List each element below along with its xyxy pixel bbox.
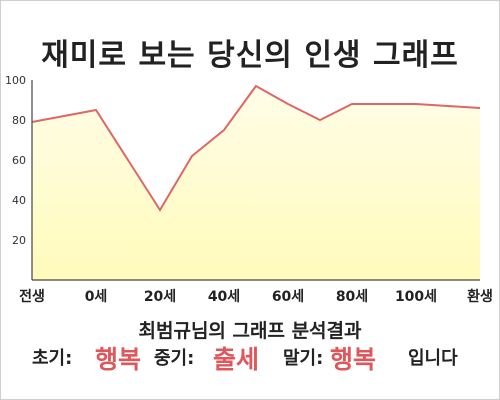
y-tick-label: 60	[12, 154, 26, 167]
x-tick-label: 40세	[208, 289, 240, 305]
y-tick-label: 20	[12, 234, 26, 247]
mid-label: 중기:	[154, 348, 195, 369]
early-label: 초기:	[32, 348, 73, 369]
late-value: 행복	[330, 345, 377, 374]
x-tick-label: 전생	[19, 288, 45, 305]
analysis-summary: 최범규님의 그래프 분석결과	[138, 320, 362, 342]
x-tick-label: 0세	[85, 289, 108, 305]
x-tick-label: 20세	[144, 289, 176, 305]
suffix-text: 입니다	[408, 348, 458, 369]
x-tick-label: 100세	[395, 289, 437, 305]
y-tick-label: 40	[12, 194, 26, 207]
early-value: 행복	[95, 345, 142, 374]
life-area	[32, 86, 480, 280]
life-line	[31, 84, 481, 212]
mid-value: 출세	[213, 345, 260, 374]
x-tick-label: 80세	[336, 289, 368, 305]
x-tick-label: 60세	[272, 289, 304, 305]
y-tick-label: 80	[12, 114, 26, 127]
x-tick-label: 환생	[467, 288, 493, 305]
chart-title: 재미로 보는 당신의 인생 그래프	[41, 38, 459, 73]
y-tick-label: 100	[5, 74, 26, 87]
late-label: 말기:	[283, 348, 324, 369]
